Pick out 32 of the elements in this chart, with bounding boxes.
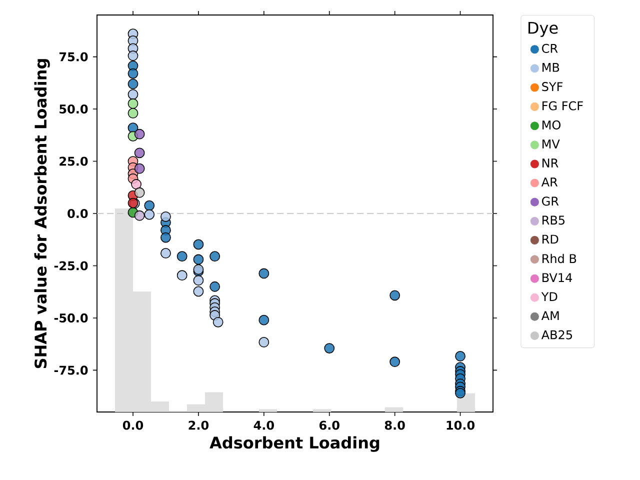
x-axis-title: Adsorbent Loading	[210, 436, 380, 452]
legend-label: AR	[541, 178, 558, 186]
x-tick-label: 2.0	[188, 420, 209, 430]
x-tick-label: 8.0	[384, 420, 405, 430]
y-tick-label: -75.0	[54, 366, 88, 375]
x-tick-label: 4.0	[254, 420, 274, 430]
legend-label: GR	[542, 196, 559, 206]
legend-label: NR	[542, 158, 558, 168]
legend-label: MB	[542, 63, 560, 72]
y-tick-label: -25.0	[54, 261, 88, 270]
legend-label: FG FCF	[542, 101, 583, 110]
y-tick-label: 75.0	[59, 52, 88, 62]
legend-label: SYF	[542, 82, 563, 92]
legend-label: YD	[541, 292, 558, 301]
legend-label: Rhd B	[542, 254, 576, 264]
legend-label: AM	[541, 311, 559, 320]
y-axis-title: SHAP value for Adsorbent Loading	[34, 59, 50, 368]
legend-label: BV14	[542, 273, 572, 282]
legend-label: AB25	[541, 330, 572, 340]
legend-label: RB5	[542, 216, 565, 225]
y-tick-label: -50.0	[54, 313, 88, 323]
y-tick-label: 0.0	[68, 208, 88, 218]
legend-title: Dye	[528, 22, 558, 37]
legend-label: CR	[542, 44, 558, 53]
x-tick-label: 6.0	[319, 420, 340, 430]
legend-label: MO	[542, 120, 560, 130]
y-tick-label: 25.0	[60, 156, 88, 166]
legend-label: RD	[542, 234, 558, 244]
x-tick-label: 0.0	[122, 420, 144, 430]
y-tick-label: 50.0	[60, 104, 88, 114]
x-tick-label: 10.0	[446, 420, 475, 430]
legend-label: MV	[542, 140, 560, 148]
